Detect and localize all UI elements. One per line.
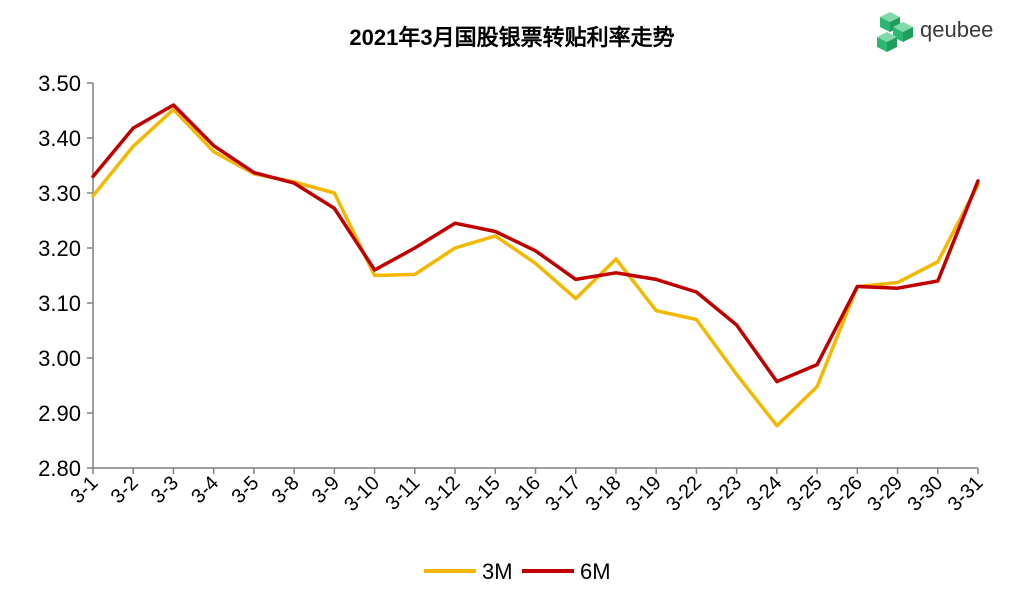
chart-title: 2021年3月国股银票转贴利率走势 [349,25,674,50]
y-tick-label: 3.40 [38,126,81,151]
qeubee-logo: qeubee [877,12,993,52]
y-axis-ticks: 2.80 2.90 3.00 3.10 3.20 3.30 3.40 3.50 [38,71,93,481]
series-line-6m [91,103,980,384]
y-tick-label: 3.10 [38,291,81,316]
y-tick-label: 3.50 [38,71,81,96]
logo-wordmark: qeubee [920,17,993,42]
y-tick-label: 3.30 [38,181,81,206]
logo-cube-left-3 [877,37,887,52]
y-tick-label: 3.00 [38,346,81,371]
y-tick-label: 3.20 [38,236,81,261]
legend-label-3m: 3M [482,559,513,584]
y-tick-label: 2.90 [38,401,81,426]
green-cube-cluster-icon [877,12,913,52]
logo-cube-left [880,17,890,32]
series-line-3m [91,107,980,428]
legend-label-6m: 6M [580,559,611,584]
legend: 3M 6M [424,559,611,584]
y-tick-label: 2.80 [38,456,81,481]
series-lines [91,103,980,428]
logo-cube-right-3 [887,37,897,52]
logo-cube-right-2 [903,27,913,42]
